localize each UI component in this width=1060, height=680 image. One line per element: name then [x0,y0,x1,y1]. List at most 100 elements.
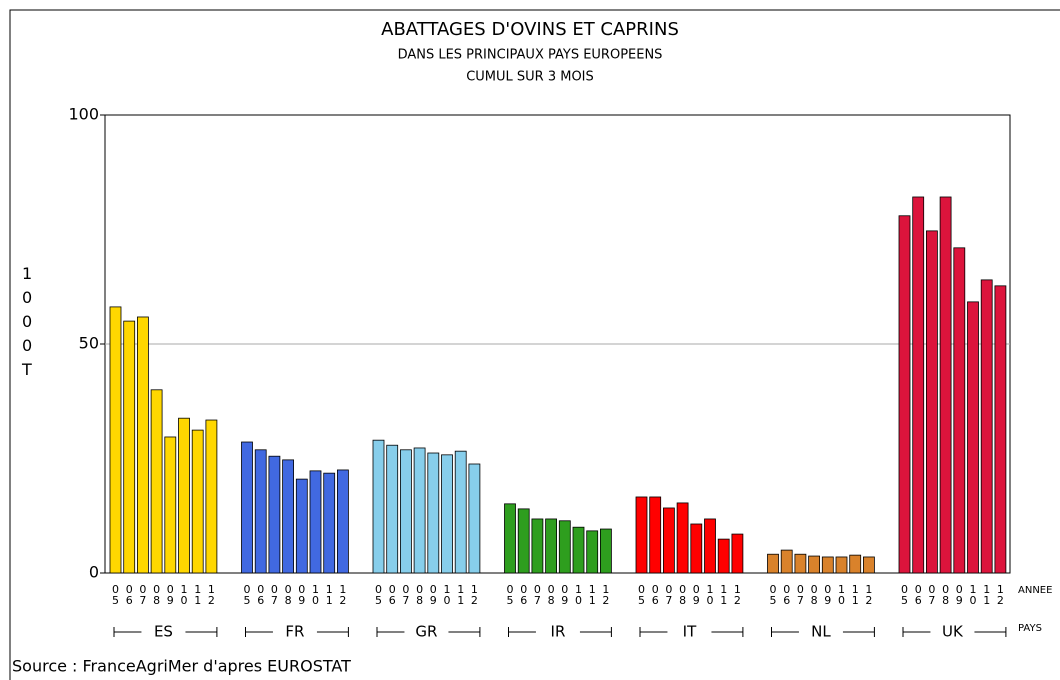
bar [323,472,336,574]
x-tick-label: 08 [679,583,687,607]
bar [821,556,834,574]
bar [663,507,675,574]
x-tick-label: 12 [339,583,347,607]
x-tick-label: 11 [194,583,202,607]
frame [9,9,1060,680]
bar [912,196,925,574]
x-tick-label: 09 [692,583,700,607]
x-tick-label: 09 [955,583,963,607]
bar [123,320,136,574]
bar [794,553,807,574]
source: Source : FranceAgriMer d'apres EUROSTAT [12,657,351,676]
bar [704,518,716,574]
x-tick-label: 12 [865,583,873,607]
x-tick-label: 12 [470,583,478,607]
bar [413,447,426,574]
x-tick-label: 05 [243,583,251,607]
bar [531,518,544,574]
x-tick-label: 09 [429,583,437,607]
bar [336,469,349,574]
x-tick-label: 07 [270,583,278,607]
bar [386,444,399,574]
y-axis-label: 1000 T [22,264,33,379]
x-tick-label: 12 [733,583,741,607]
bar [676,502,689,574]
bar [635,496,648,574]
x-tick-label: 12 [602,583,610,607]
bar [780,549,793,574]
y-tick-label: 0 [89,563,99,582]
x-tick-label: 10 [838,583,845,607]
bar [295,478,308,574]
bar [109,306,122,574]
bar [898,215,911,574]
x-tick-label: 09 [166,583,174,607]
x-tick-label: 11 [588,583,596,607]
bar [178,417,190,574]
bar [690,523,703,574]
x-tick-label: 09 [561,583,569,607]
chart-title: ABATTAGES D'OVINS ET CAPRINS [381,19,679,40]
bar [191,429,204,574]
x-tick-label: 11 [720,583,728,607]
bar [572,526,585,574]
x-tick-label: 12 [207,583,215,607]
x-tick-label: 06 [914,583,922,607]
bar [545,518,557,574]
x-tick-label: 06 [651,583,659,607]
x-tick-label: 07 [796,583,804,607]
x-tick-label: 10 [575,583,582,607]
x-tick-label: 11 [325,583,333,607]
bar [517,508,530,574]
bar [926,230,938,574]
x-tick-label: 10 [312,583,319,607]
x-tick-label: 12 [996,583,1004,607]
x-tick-label: 08 [153,583,161,607]
bar [468,463,481,574]
x-tick-label: 11 [457,583,465,607]
y-tick-label: 100 [68,105,99,124]
x-tick-label: 05 [375,583,382,607]
x-tick-label: 05 [506,583,514,607]
bar [849,554,862,574]
x-axis-label: PAYS [1018,623,1042,634]
bar [731,533,744,574]
x-tick-label: 09 [824,583,832,607]
x-tick-label: 08 [810,583,818,607]
chart-subtitle: DANS LES PRINCIPAUX PAYS EUROPEENS [398,48,663,63]
x-tick-label: 11 [983,583,991,607]
x-tick-label: 06 [125,583,133,607]
legend-label: NL [811,623,831,641]
bar [953,247,966,574]
bar [967,301,979,574]
x-tick-label: 06 [520,583,528,607]
x-tick-label: 07 [665,583,673,607]
x-tick-label: 10 [443,583,451,607]
x-tick-label: 05 [901,583,908,607]
bar [717,538,730,574]
x-tick-label: 09 [298,583,306,607]
x-tick-label: 07 [402,583,410,607]
x-tick-label: 10 [706,583,714,607]
bar [994,285,1007,574]
bar [649,496,662,574]
x-tick-label: 05 [112,583,119,607]
x-axis-label: ANNEE [1018,585,1052,596]
chart-subtitle: CUMUL SUR 3 MOIS [466,70,594,85]
bar [441,454,453,574]
x-tick-label: 08 [547,583,555,607]
bar [558,520,571,574]
bar [427,452,440,574]
x-tick-label: 11 [851,583,859,607]
legend-label: ES [154,623,173,641]
bar [808,555,820,574]
x-tick-label: 10 [969,583,977,607]
bar [254,449,267,574]
x-tick-label: 10 [180,583,188,607]
bar [164,436,177,574]
legend-label: UK [942,623,964,641]
bar [136,316,149,574]
bar [835,556,848,574]
x-tick-label: 08 [284,583,292,607]
